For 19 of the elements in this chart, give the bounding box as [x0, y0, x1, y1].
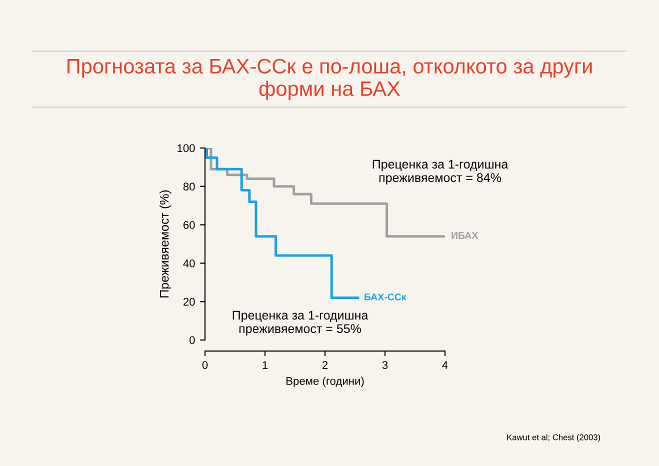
y-tick-label: 100: [178, 144, 195, 152]
chart-title: Прогнозата за БАХ-ССк е по-лоша, отколкото за други форми на БАХ: [68, 58, 592, 100]
x-tick-label: 2: [322, 361, 328, 369]
series-label: БАХ-ССк: [364, 293, 406, 300]
x-axis-title: Време (години): [286, 376, 364, 388]
x-tick-label: 0: [202, 361, 208, 369]
series-label: ИБАХ: [452, 232, 478, 239]
annotation: Преценка за 1-годишна преживяемост = 55%: [232, 310, 368, 336]
x-tick-label: 1: [262, 361, 268, 369]
y-tick-label: 60: [183, 221, 195, 229]
text: Kawut et al; Chest (2003): [507, 434, 600, 442]
x-tick-label: 3: [382, 361, 388, 369]
y-tick-label: 0: [190, 336, 195, 344]
y-tick-label: 80: [183, 182, 195, 191]
annotation: Преценка за 1-годишна преживяемост = 84%: [372, 160, 508, 185]
y-tick-label: 20: [183, 298, 195, 306]
y-axis-title: Преживяемост (%): [160, 190, 172, 298]
y-tick-label: 40: [183, 259, 195, 268]
x-tick-label: 4: [442, 361, 448, 369]
